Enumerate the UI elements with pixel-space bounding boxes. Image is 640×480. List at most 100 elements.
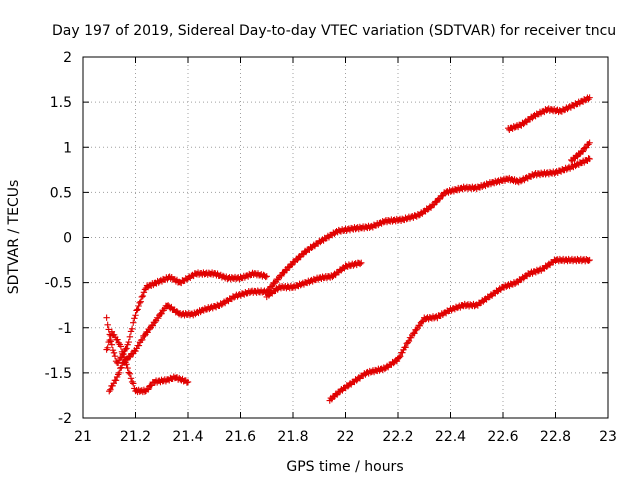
data-point <box>130 380 137 387</box>
series-4 <box>263 259 365 301</box>
data-point <box>263 273 270 280</box>
data-point <box>117 354 124 362</box>
data-point <box>126 370 134 378</box>
data-point <box>411 330 418 337</box>
x-tick-label: 21.8 <box>277 429 308 445</box>
data-point <box>132 312 139 319</box>
data-point <box>586 155 593 163</box>
data-point <box>127 375 135 382</box>
data-point <box>585 155 592 162</box>
data-point <box>122 346 129 353</box>
data-point <box>579 148 587 155</box>
series-6 <box>505 94 593 134</box>
data-point <box>118 354 125 361</box>
data-point <box>131 315 138 322</box>
data-points <box>103 94 593 404</box>
data-point <box>155 315 162 322</box>
data-point <box>125 369 132 376</box>
y-tick-label: 1 <box>63 140 72 156</box>
data-point <box>107 338 115 345</box>
tick-layer: 21 21.2 21.4 21.6 21.8 22 22.2 22.4 22.6 22.8 23-2… <box>45 50 617 445</box>
data-point <box>262 273 269 281</box>
data-point <box>135 302 142 310</box>
data-point <box>149 322 157 329</box>
series-7 <box>568 139 593 165</box>
data-point <box>123 356 130 364</box>
data-point <box>144 329 151 336</box>
x-tick-label: 22 <box>337 429 355 445</box>
data-point <box>405 337 413 345</box>
series-1 <box>103 328 192 396</box>
data-point <box>416 322 424 329</box>
x-axis-label: GPS time / hours <box>286 459 403 475</box>
y-tick-label: -2 <box>58 411 72 427</box>
x-tick-label: 22.8 <box>540 429 571 445</box>
x-tick-label: 21.2 <box>120 429 151 445</box>
data-point <box>117 364 124 372</box>
data-point <box>120 350 127 358</box>
data-point <box>184 378 192 386</box>
series-5 <box>326 255 593 404</box>
data-point <box>108 341 116 348</box>
data-point <box>586 139 593 146</box>
data-point <box>114 336 121 343</box>
data-point <box>126 333 134 340</box>
data-point <box>278 272 285 280</box>
data-point <box>137 298 144 305</box>
data-point <box>107 386 114 393</box>
data-point <box>134 306 141 313</box>
data-point <box>271 279 278 287</box>
x-tick-label: 21.4 <box>172 429 203 445</box>
y-tick-label: -1 <box>58 321 72 337</box>
data-point <box>585 257 592 264</box>
data-point <box>105 326 112 333</box>
y-axis-label: SDTVAR / TECUs <box>6 180 22 295</box>
y-tick-label: -1.5 <box>45 366 72 382</box>
x-tick-label: 22.4 <box>435 429 466 445</box>
y-tick-label: 2 <box>63 50 72 66</box>
data-point <box>104 344 111 351</box>
data-point <box>106 336 113 344</box>
data-point <box>124 364 131 372</box>
data-point <box>123 345 130 352</box>
data-point <box>117 343 125 350</box>
data-point <box>356 260 364 268</box>
grid-layer <box>83 57 608 418</box>
data-point <box>586 94 593 101</box>
series-2 <box>103 269 270 367</box>
data-point <box>436 195 443 203</box>
data-point <box>148 382 155 389</box>
data-point <box>112 377 120 384</box>
data-point <box>402 344 409 351</box>
data-point <box>110 349 118 357</box>
data-point <box>135 342 143 349</box>
y-tick-label: 1.5 <box>50 95 72 111</box>
y-tick-label: 0.5 <box>50 185 72 201</box>
data-point <box>141 332 148 339</box>
data-point <box>145 386 152 393</box>
data-point <box>130 319 137 326</box>
data-point <box>125 338 132 346</box>
data-point <box>118 364 125 371</box>
data-point <box>586 256 593 264</box>
data-point <box>138 293 145 301</box>
data-point <box>583 144 590 151</box>
data-point <box>396 353 404 360</box>
data-point <box>158 310 165 317</box>
x-tick-label: 22.6 <box>487 429 518 445</box>
data-point <box>438 192 446 200</box>
data-point <box>395 354 403 361</box>
data-point <box>136 299 143 307</box>
data-point <box>103 314 110 321</box>
data-point <box>299 251 307 258</box>
chart-title: Day 197 of 2019, Sidereal Day-to-day VTE… <box>52 23 616 39</box>
data-point <box>126 353 134 361</box>
series-3 <box>106 155 593 395</box>
data-point <box>106 331 113 338</box>
data-point <box>140 289 148 296</box>
data-point <box>128 325 136 333</box>
data-point <box>407 334 415 341</box>
data-point <box>399 349 406 356</box>
data-point <box>128 378 136 386</box>
